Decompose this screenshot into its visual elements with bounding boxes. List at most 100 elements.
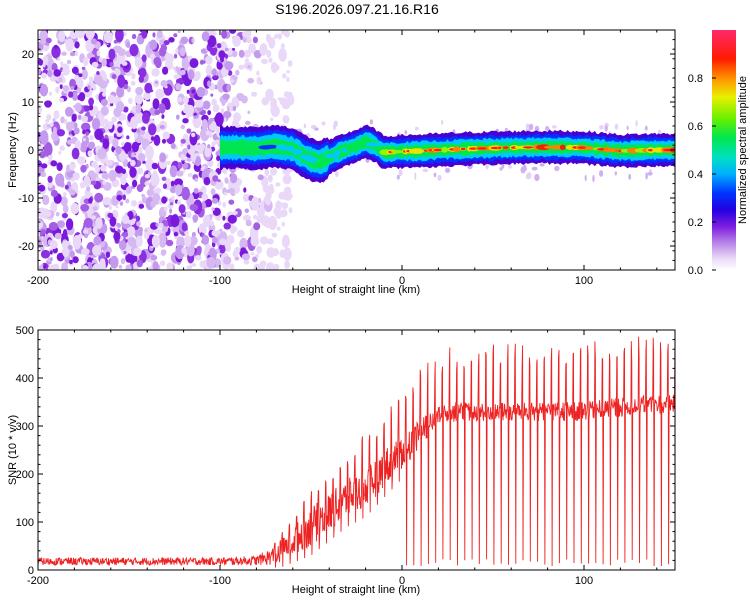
noise-speckle xyxy=(136,128,141,134)
y-tick-label: 400 xyxy=(16,373,34,385)
noise-speckle xyxy=(108,169,117,182)
noise-speckle xyxy=(208,223,216,233)
noise-speckle xyxy=(223,222,231,230)
noise-speckle xyxy=(286,93,295,106)
noise-speckle xyxy=(173,33,178,38)
noise-speckle xyxy=(161,226,169,233)
noise-speckle xyxy=(100,98,108,107)
noise-speckle xyxy=(151,162,159,170)
noise-speckle xyxy=(61,51,67,56)
noise-speckle xyxy=(282,115,290,124)
signal-halo-speck xyxy=(414,172,417,181)
noise-speckle xyxy=(41,163,48,169)
noise-speckle xyxy=(81,248,90,256)
noise-speckle xyxy=(125,198,130,204)
signal-peak xyxy=(460,147,466,151)
signal-hotspot xyxy=(585,146,594,151)
noise-speckle xyxy=(165,239,174,247)
noise-speckle xyxy=(102,180,106,185)
noise-speckle xyxy=(227,48,233,56)
signal-halo-speck xyxy=(614,171,617,176)
noise-speckle xyxy=(214,180,224,190)
noise-speckle xyxy=(76,30,86,39)
signal-hotspot xyxy=(365,142,381,147)
noise-speckle xyxy=(58,151,62,155)
signal-hotspot xyxy=(292,149,303,155)
noise-speckle xyxy=(182,96,189,104)
noise-speckle xyxy=(287,60,293,67)
noise-speckle xyxy=(186,128,192,134)
noise-speckle xyxy=(155,222,159,227)
noise-speckle xyxy=(194,255,202,261)
noise-speckle xyxy=(71,147,80,160)
signal-hotspot xyxy=(344,145,359,151)
y-tick-label: 300 xyxy=(16,421,34,433)
noise-speckle xyxy=(117,48,126,56)
noise-speckle xyxy=(201,193,209,201)
noise-speckle xyxy=(164,100,171,111)
noise-speckle xyxy=(266,238,274,245)
noise-speckle xyxy=(173,74,181,80)
signal-halo-speck xyxy=(444,167,451,173)
noise-speckle xyxy=(105,159,113,166)
noise-speckle xyxy=(87,141,96,150)
signal-hotspot xyxy=(453,146,461,153)
noise-speckle xyxy=(38,184,46,192)
noise-speckle xyxy=(169,208,173,214)
noise-speckle xyxy=(141,193,146,198)
spectrogram-marks xyxy=(38,30,675,270)
noise-speckle xyxy=(122,194,126,201)
noise-speckle xyxy=(94,165,101,173)
noise-speckle xyxy=(194,99,204,108)
noise-speckle xyxy=(69,51,76,57)
noise-speckle xyxy=(72,235,82,250)
noise-speckle xyxy=(161,114,165,119)
noise-speckle xyxy=(109,216,117,227)
noise-speckle xyxy=(263,179,267,185)
signal-halo-speck xyxy=(501,162,505,169)
noise-speckle xyxy=(70,203,80,215)
noise-speckle xyxy=(86,186,91,192)
noise-speckle xyxy=(112,60,120,68)
signal-halo-speck xyxy=(422,168,429,173)
noise-speckle xyxy=(177,162,183,169)
noise-speckle xyxy=(224,61,234,71)
noise-speckle xyxy=(162,131,170,140)
noise-speckle xyxy=(141,54,147,63)
noise-speckle xyxy=(170,180,175,187)
noise-speckle xyxy=(283,177,288,184)
noise-speckle xyxy=(286,70,290,74)
noise-speckle xyxy=(250,196,260,211)
noise-speckle xyxy=(116,194,123,201)
noise-speckle xyxy=(62,67,70,76)
noise-speckle xyxy=(211,141,216,147)
noise-speckle xyxy=(189,236,198,246)
noise-speckle xyxy=(217,200,222,206)
noise-speckle xyxy=(279,209,288,218)
spectrogram-x-ticks: -200 -100 0 100 xyxy=(27,30,658,287)
y-tick-label: 0 xyxy=(28,145,34,157)
noise-speckle xyxy=(281,221,285,227)
signal-halo-speck xyxy=(592,174,595,183)
noise-speckle xyxy=(278,191,287,200)
noise-speckle xyxy=(142,160,146,164)
y-tick-label: 20 xyxy=(22,49,34,61)
noise-speckle xyxy=(103,31,113,44)
noise-speckle xyxy=(82,138,86,142)
noise-speckle xyxy=(65,38,74,52)
colorbar: 0.0 0.2 0.4 0.6 0.8 Normalized spectral ampl… xyxy=(688,30,749,277)
noise-speckle xyxy=(216,155,221,162)
noise-speckle xyxy=(99,264,106,270)
noise-speckle xyxy=(131,33,137,40)
noise-speckle xyxy=(134,111,144,124)
noise-speckle xyxy=(270,167,278,176)
noise-speckle xyxy=(256,70,260,76)
noise-speckle xyxy=(101,172,110,180)
noise-speckle xyxy=(150,136,155,141)
noise-speckle xyxy=(160,260,166,267)
noise-speckle xyxy=(158,222,164,229)
noise-speckle xyxy=(52,118,56,122)
noise-speckle xyxy=(256,206,265,218)
noise-speckle xyxy=(278,48,287,62)
noise-speckle xyxy=(212,68,217,76)
